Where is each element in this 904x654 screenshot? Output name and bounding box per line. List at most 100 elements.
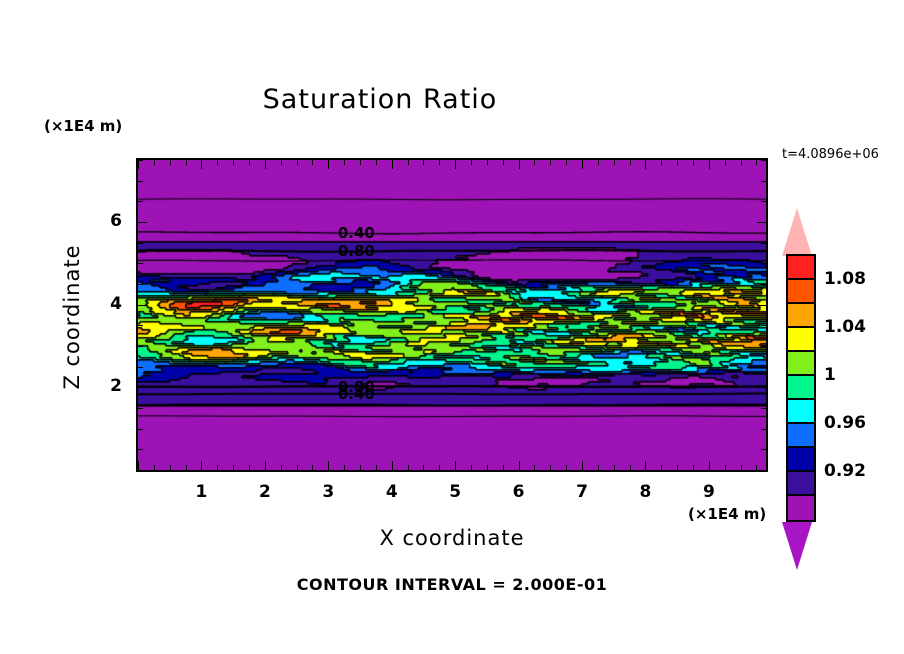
x-tick-bottom [613, 465, 615, 470]
x-tick-top [264, 160, 266, 169]
x-tick-top [582, 160, 584, 169]
x-tick-bottom [534, 465, 536, 470]
x-tick-label: 8 [639, 482, 652, 502]
x-tick-top [534, 160, 536, 165]
x-tick-bottom [502, 465, 504, 470]
contour-plot-area [136, 158, 768, 472]
x-tick-bottom [645, 461, 647, 470]
x-tick-bottom [756, 465, 758, 470]
x-tick-top [201, 160, 203, 169]
z-tick-right [761, 263, 766, 265]
x-tick-bottom [296, 465, 298, 470]
x-tick-top [550, 160, 552, 165]
z-tick-label: 4 [110, 293, 122, 314]
x-tick-bottom [566, 465, 568, 470]
x-tick-bottom [724, 465, 726, 470]
z-tick-left [138, 160, 143, 161]
z-tick-right [761, 284, 766, 285]
x-tick-top [455, 160, 457, 169]
x-tick-top [169, 160, 171, 165]
x-tick-top [391, 160, 393, 169]
x-tick-label: 1 [195, 482, 208, 502]
x-tick-top [756, 160, 758, 165]
z-tick-left [138, 222, 147, 223]
x-tick-bottom [328, 461, 330, 470]
page-title: Saturation Ratio [262, 84, 498, 115]
x-tick-top [661, 160, 663, 165]
x-tick-top [280, 160, 282, 165]
x-tick-label: 2 [258, 482, 271, 502]
x-tick-bottom [249, 465, 250, 470]
x-tick-bottom [518, 461, 520, 470]
x-tick-top [471, 160, 473, 165]
colorbar-band [788, 352, 814, 376]
x-tick-top [597, 160, 599, 165]
x-tick-bottom [708, 461, 710, 470]
x-tick-bottom [661, 465, 663, 470]
colorbar-band [788, 400, 814, 424]
x-tick-bottom [360, 465, 362, 470]
z-tick-left [138, 346, 143, 347]
x-tick-bottom [629, 465, 631, 470]
z-tick-right [761, 428, 766, 430]
x-tick-label: 9 [702, 482, 715, 502]
x-tick-bottom [455, 461, 457, 470]
colorbar-band [788, 328, 814, 352]
contour-field-canvas [138, 160, 766, 470]
colorbar-bands [786, 254, 816, 522]
x-tick-bottom [217, 465, 219, 470]
z-tick-left [138, 201, 143, 203]
x-tick-top [153, 160, 155, 165]
z-tick-right [757, 387, 766, 389]
z-tick-right [761, 325, 766, 327]
colorbar-band [788, 496, 814, 520]
contour-inline-label: 0.80 [337, 377, 375, 396]
z-tick-left [138, 180, 143, 182]
x-tick-label: 6 [512, 482, 525, 502]
z-tick-label: 6 [110, 211, 122, 231]
colorbar-band [788, 448, 814, 472]
x-tick-top [613, 160, 615, 165]
x-tick-top [296, 160, 298, 165]
z-tick-left [138, 387, 147, 389]
x-tick-bottom [423, 465, 425, 470]
x-tick-bottom [280, 465, 282, 470]
x-axis-unit-label: (×1E4 m) [688, 505, 767, 523]
x-tick-label: 5 [449, 482, 462, 502]
x-tick-top [693, 160, 695, 165]
y-axis-unit-label: (×1E4 m) [44, 117, 123, 135]
z-tick-right [761, 201, 766, 203]
x-tick-top [312, 160, 314, 165]
z-tick-left [138, 408, 143, 409]
z-tick-left [138, 304, 147, 306]
x-tick-top [233, 160, 235, 165]
colorbar-tick-label: 1.04 [824, 317, 866, 337]
z-tick-left [138, 263, 143, 265]
x-tick-top [249, 160, 250, 165]
z-tick-left [138, 366, 143, 368]
x-tick-bottom [407, 465, 409, 470]
x-tick-bottom [138, 461, 139, 470]
x-tick-bottom [693, 465, 695, 470]
z-tick-label: 2 [110, 376, 122, 397]
colorbar-band [788, 256, 814, 280]
x-tick-bottom [344, 465, 346, 470]
colorbar-band [788, 472, 814, 496]
x-tick-top [629, 160, 631, 165]
colorbar-band [788, 424, 814, 448]
x-tick-bottom [201, 461, 203, 470]
x-tick-bottom [185, 465, 187, 470]
contour-inline-label: 0.40 [337, 223, 375, 242]
z-tick-right [761, 160, 766, 161]
z-tick-right [757, 304, 766, 306]
z-tick-left [138, 242, 143, 244]
x-tick-top [502, 160, 504, 165]
x-axis-title: X coordinate [379, 526, 525, 550]
contour-interval-note: CONTOUR INTERVAL = 2.000E-01 [296, 575, 608, 594]
z-tick-right [761, 346, 766, 347]
time-annotation: t=4.0896e+06 [782, 147, 879, 162]
x-tick-top [518, 160, 520, 169]
x-tick-top [185, 160, 187, 165]
x-tick-top [708, 160, 710, 169]
colorbar-band [788, 304, 814, 328]
